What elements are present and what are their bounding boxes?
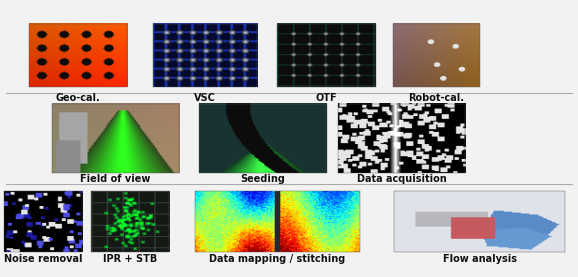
Text: IPR + STB: IPR + STB	[103, 254, 157, 264]
Text: Data mapping / stitching: Data mapping / stitching	[209, 254, 346, 264]
Text: Flow analysis: Flow analysis	[443, 254, 517, 264]
Text: VSC: VSC	[194, 93, 216, 103]
Text: OTF: OTF	[316, 93, 338, 103]
Text: Geo-cal.: Geo-cal.	[55, 93, 101, 103]
Text: Field of view: Field of view	[80, 174, 151, 184]
Text: Seeding: Seeding	[240, 174, 286, 184]
Text: Data acquisition: Data acquisition	[357, 174, 447, 184]
Text: Noise removal: Noise removal	[4, 254, 83, 264]
Text: Robot-cal.: Robot-cal.	[409, 93, 464, 103]
